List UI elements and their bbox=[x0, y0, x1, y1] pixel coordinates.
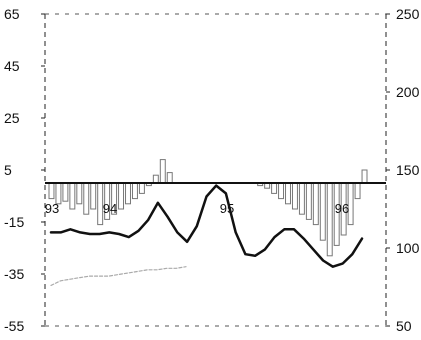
year-label: 93 bbox=[45, 201, 59, 216]
bar bbox=[69, 182, 76, 210]
year-label: 94 bbox=[103, 201, 117, 216]
line-series bbox=[49, 184, 364, 286]
left-tick-label: -35 bbox=[4, 266, 24, 282]
bar bbox=[76, 182, 83, 205]
right-tick-label: 100 bbox=[396, 240, 420, 256]
left-tick-label: -55 bbox=[4, 318, 24, 334]
bar bbox=[131, 182, 138, 200]
bar bbox=[285, 182, 291, 205]
right-tick-label: 200 bbox=[396, 84, 420, 100]
primary-line bbox=[49, 184, 364, 268]
bar bbox=[118, 182, 125, 210]
left-tick-label: 45 bbox=[4, 58, 20, 74]
bar bbox=[305, 182, 312, 220]
bar bbox=[361, 169, 368, 184]
left-axis-ticks: 65 45 25 5 -15 -35 -55 bbox=[4, 6, 45, 334]
left-tick-label: -15 bbox=[4, 214, 24, 230]
bar bbox=[319, 182, 326, 241]
right-tick-label: 150 bbox=[396, 162, 420, 178]
bar bbox=[271, 182, 278, 194]
year-label: 95 bbox=[220, 201, 234, 216]
bar bbox=[166, 172, 173, 184]
plot-frame bbox=[44, 13, 387, 327]
bar bbox=[62, 182, 69, 202]
right-axis-ticks: 250 200 150 100 50 bbox=[386, 6, 420, 334]
bar bbox=[90, 182, 97, 210]
right-tick-label: 50 bbox=[396, 318, 412, 334]
right-tick-label: 250 bbox=[396, 6, 420, 22]
bar bbox=[298, 182, 305, 215]
bar bbox=[354, 182, 361, 200]
bar-series bbox=[48, 159, 368, 257]
left-tick-label: 5 bbox=[4, 162, 12, 178]
bar bbox=[278, 182, 285, 200]
bar bbox=[291, 182, 298, 210]
bar bbox=[159, 159, 166, 184]
left-tick-label: 65 bbox=[4, 6, 20, 22]
bar bbox=[152, 174, 159, 184]
x-axis-labels: 93 94 95 96 bbox=[45, 201, 349, 216]
bar bbox=[125, 182, 131, 205]
secondary-line bbox=[50, 266, 187, 286]
bar bbox=[83, 182, 90, 215]
left-tick-label: 25 bbox=[4, 110, 20, 126]
bar bbox=[326, 182, 333, 257]
bar bbox=[138, 182, 145, 194]
bar bbox=[48, 182, 55, 200]
bar bbox=[312, 182, 319, 226]
year-label: 96 bbox=[335, 201, 349, 216]
